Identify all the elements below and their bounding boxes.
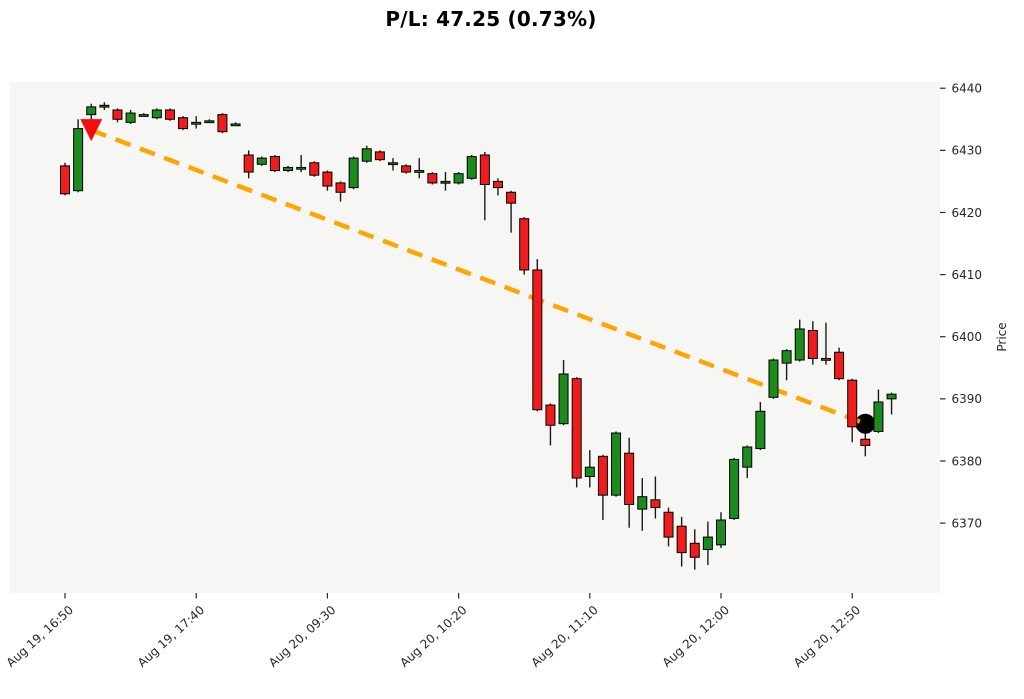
x-axis: Aug 19, 16:50 Aug 19, 17:40 Aug 20, 09:30 A… (4, 593, 863, 670)
y-tick-label: 6420 (952, 206, 983, 220)
candle-body-up (204, 120, 215, 124)
candle-body-down (506, 191, 517, 204)
candle-body-up (768, 359, 779, 398)
x-tick-label: Aug 20, 12:00 (660, 603, 732, 670)
candle-body-up (873, 401, 884, 432)
x-tick-label: Aug 20, 10:20 (397, 603, 469, 670)
candle-body-down (60, 165, 70, 195)
candle-body-down (834, 351, 845, 380)
candle-body-down (650, 499, 661, 509)
candle-body-up (230, 123, 241, 127)
candle-body-down (309, 162, 320, 176)
candle-body-up (558, 373, 569, 425)
candle-body-up (453, 173, 464, 184)
candle-body-up (729, 458, 740, 519)
candle-body-down (243, 154, 254, 173)
candle-body-down (178, 117, 189, 130)
y-tick-label: 6440 (952, 82, 983, 96)
candle-body-up (794, 328, 805, 361)
candle-body-down (689, 542, 700, 558)
x-tick-label: Aug 20, 09:30 (266, 603, 338, 670)
candle-body-up (781, 350, 792, 364)
candle-body-down (427, 173, 438, 184)
exit-marker (855, 413, 876, 434)
y-tick-label: 6430 (952, 144, 983, 158)
candle-body-up (755, 410, 766, 450)
candle-body-up (716, 519, 726, 546)
candle-body-down (217, 114, 228, 133)
candle-body-up (388, 162, 398, 166)
candle-body-down (807, 330, 818, 359)
candle-body-up (191, 121, 202, 125)
candle-body-up (73, 128, 84, 192)
candle-body-down (492, 180, 503, 189)
candle-body-up (414, 170, 425, 173)
y-tick-label: 6380 (952, 454, 983, 468)
x-tick-label: Aug 19, 17:40 (135, 603, 207, 670)
candle-body-up (283, 166, 294, 172)
candle-body-up (742, 446, 753, 468)
candle-body-up (296, 166, 307, 170)
candle-body-down (519, 218, 530, 271)
chart-title: P/L: 47.25 (0.73%) (385, 7, 597, 31)
candles (60, 102, 897, 570)
candle-body-up (256, 157, 267, 165)
candle-body-down (624, 452, 635, 505)
x-tick-label: Aug 20, 12:50 (791, 603, 863, 670)
candle-body-up (86, 106, 97, 116)
trade-line (90, 128, 867, 426)
candle-body-up (348, 157, 359, 189)
y-tick-label: 6390 (952, 392, 983, 406)
x-tick-label: Aug 19, 16:50 (4, 603, 76, 670)
candle-body-up (611, 432, 622, 496)
y-tick-label: 6410 (952, 268, 983, 282)
candle-body-up (637, 496, 648, 510)
y-tick-label: 6370 (952, 516, 983, 530)
candle-body-up (440, 180, 451, 184)
candle-body-down (820, 357, 831, 361)
candle-body-up (584, 466, 595, 478)
candle-body-up (466, 156, 477, 179)
y-axis: 6440 6430 6420 6410 6400 6390 6380 6370 Price (940, 82, 1009, 530)
candle-body-down (335, 182, 346, 193)
candle-body-down (847, 379, 858, 428)
candle-body-up (886, 393, 897, 400)
candle-body-down (164, 109, 175, 120)
y-tick-label: 6400 (952, 330, 983, 344)
candle-body-down (269, 156, 280, 172)
candle-body-up (138, 114, 149, 117)
candle-body-up (702, 536, 713, 551)
candle-body-down (597, 455, 608, 496)
candle-body-down (401, 165, 412, 173)
candle-body-down (663, 511, 674, 538)
candle-body-down (112, 109, 123, 120)
candle-body-down (545, 404, 556, 426)
candle-body-up (125, 112, 136, 123)
candle-body-down (322, 171, 333, 187)
candle-body-down (571, 378, 582, 479)
candle-body-down (676, 525, 687, 554)
candle-body-up (361, 148, 372, 162)
candle-body-down (374, 151, 385, 161)
candle-body-down (860, 438, 871, 446)
candle-body-down (532, 269, 543, 411)
candle-body-down (479, 154, 490, 186)
candle-body-up (99, 104, 110, 108)
y-axis-title: Price (995, 322, 1009, 351)
entry-marker (80, 119, 103, 142)
x-tick-label: Aug 20, 11:10 (528, 603, 600, 670)
candle-body-up (151, 109, 162, 119)
